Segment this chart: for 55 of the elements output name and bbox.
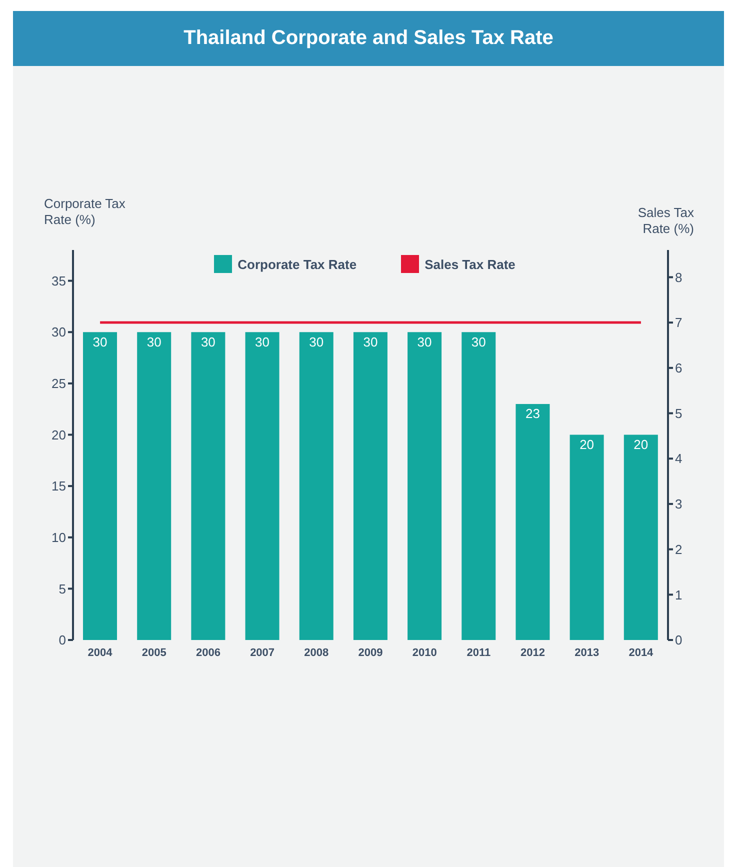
x-tick-label: 2013 [574, 646, 600, 659]
bar [353, 332, 388, 640]
bar [137, 332, 172, 640]
y-tick-label: 10 [52, 530, 66, 545]
x-tick-label: 2006 [196, 646, 220, 659]
data-label: 30 [200, 334, 216, 350]
bar [462, 332, 496, 640]
y2-tick-label: 1 [675, 587, 682, 602]
chart-title: Thailand Corporate and Sales Tax Rate [13, 11, 724, 66]
y-tick-label: 15 [52, 478, 66, 494]
data-label: 30 [92, 334, 108, 350]
data-label: 20 [580, 436, 594, 452]
y-tick-label: 35 [52, 273, 66, 288]
data-label: 30 [471, 334, 486, 350]
y-tick-label: 0 [58, 632, 66, 648]
bar [299, 332, 334, 640]
x-tick-label: 2012 [520, 646, 546, 659]
y2-tick-label: 2 [675, 542, 682, 557]
y2-tick-label: 6 [675, 360, 682, 376]
x-tick-label: 2011 [466, 646, 491, 659]
data-label: 30 [363, 334, 378, 350]
x-tick-label: 2008 [304, 646, 329, 659]
data-label: 30 [146, 334, 162, 350]
bar [191, 332, 226, 640]
y2-axis-title: Sales Tax Rate (%) [636, 205, 694, 237]
bar [516, 404, 550, 640]
bar [570, 434, 604, 640]
data-label: 23 [525, 406, 540, 422]
x-tick-label: 2004 [88, 646, 114, 659]
x-tick-label: 2010 [412, 646, 437, 659]
x-tick-label: 2005 [142, 646, 166, 659]
legend-label: Corporate Tax Rate [238, 256, 357, 272]
y2-tick-label: 5 [675, 406, 682, 421]
data-label: 20 [634, 436, 648, 452]
bar [408, 332, 442, 640]
y-tick-label: 20 [52, 427, 66, 442]
bar [624, 434, 658, 640]
y-tick-label: 30 [52, 324, 66, 340]
bar [83, 332, 117, 640]
x-tick-label: 2014 [628, 646, 654, 659]
bar [245, 332, 280, 640]
y2-tick-label: 0 [675, 632, 682, 648]
y2-tick-label: 8 [675, 270, 682, 285]
y-tick-label: 25 [52, 376, 66, 392]
data-label: 30 [255, 334, 270, 350]
data-label: 30 [417, 334, 432, 350]
y2-tick-label: 3 [675, 496, 682, 512]
y-tick-label: 5 [58, 581, 66, 596]
data-label: 30 [309, 334, 324, 350]
legend-label: Sales Tax Rate [424, 256, 516, 272]
x-tick-label: 2007 [250, 646, 275, 659]
y2-tick-label: 4 [675, 451, 682, 466]
x-tick-label: 2009 [358, 646, 383, 659]
y2-tick-label: 7 [675, 315, 682, 330]
y-axis-title: Corporate Tax Rate (%) [44, 196, 126, 228]
